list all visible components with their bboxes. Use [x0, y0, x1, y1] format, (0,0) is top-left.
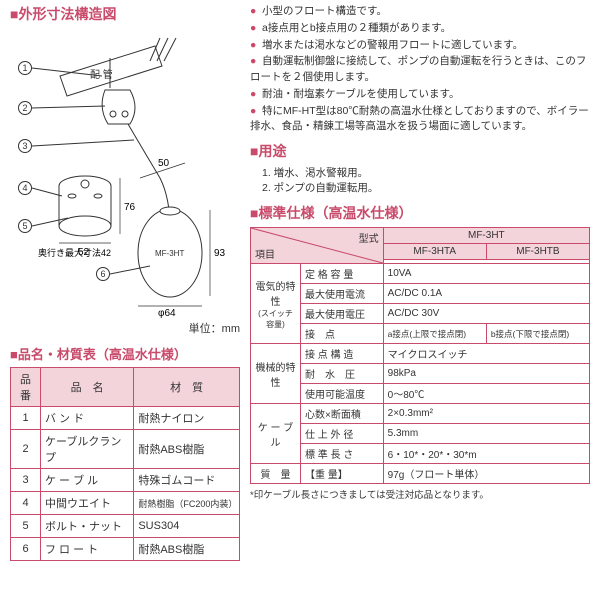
unit-label: 単位：mm	[10, 320, 240, 336]
material-title: 品名・材質表（高温水仕様）	[10, 344, 240, 363]
dim-93: 93	[214, 248, 226, 259]
table-row: 5ボルト・ナットSUS304	[11, 515, 240, 538]
model-b: MF-3HTB	[486, 244, 589, 260]
material-table: 品番 品 名 材 質 1バ ン ド耐熱ナイロン 2ケーブルクランプ耐熱ABS樹脂…	[10, 367, 240, 561]
feature-item: a接点用とb接点用の２種類があります。	[262, 22, 451, 34]
callout-5: 5	[18, 219, 32, 233]
usage-item: 1. 増水、渇水警報用。	[250, 165, 590, 180]
feature-item: 増水または渇水などの警報用フロートに適しています。	[262, 39, 523, 51]
callout-2: 2	[18, 101, 32, 115]
table-row: 4中間ウエイト耐熱樹脂（FC200内装）	[11, 492, 240, 515]
features-list: ●小型のフロート構造です。 ●a接点用とb接点用の２種類があります。 ●増水また…	[250, 4, 590, 135]
table-row: 1バ ン ド耐熱ナイロン	[11, 407, 240, 430]
spec-table: 型式 項目 MF-3HT MF-3HTA MF-3HTB 電気的特性(スイッチ容…	[250, 227, 590, 484]
header-item: 項目	[255, 246, 275, 261]
cat-electrical: 電気的特性(スイッチ容量)	[251, 264, 301, 344]
dim-76: 76	[124, 202, 136, 213]
callout-3: 3	[18, 139, 32, 153]
table-row: 6フ ロ ー ト耐熱ABS樹脂	[11, 538, 240, 561]
cat-cable: ケ ー ブ ル	[251, 404, 301, 464]
table-row: 2ケーブルクランプ耐熱ABS樹脂	[11, 430, 240, 469]
dim-float-label: MF-3HT	[155, 249, 184, 258]
model-a: MF-3HTA	[383, 244, 486, 260]
dim-depth: 奥行き最大寸法42	[38, 247, 111, 258]
usage-title: 用途	[250, 141, 590, 161]
callout-1: 1	[18, 61, 32, 75]
spec-title: 標準仕様（高温水仕様）	[250, 203, 590, 223]
callout-4: 4	[18, 181, 32, 195]
cat-mechanical: 機械的特性	[251, 344, 301, 404]
dim-phi64: φ64	[158, 308, 176, 318]
feature-item: 自動運転制御盤に接続して、ポンプの自動運転を行うときは、このフロートを２個使用し…	[250, 55, 586, 83]
col-num: 品番	[11, 368, 41, 407]
header-model: 型式	[359, 230, 379, 245]
col-name: 品 名	[41, 368, 134, 407]
feature-item: 耐油・耐塩素ケーブルを使用しています。	[262, 88, 460, 100]
table-header-row: 品番 品 名 材 質	[11, 368, 240, 407]
col-material: 材 質	[134, 368, 240, 407]
feature-item: 小型のフロート構造です。	[262, 5, 387, 17]
callout-6: 6	[96, 267, 110, 281]
dimension-diagram: 配 管	[10, 28, 240, 318]
feature-item: 特にMF-HT型は80℃耐熱の高温水仕様としておりますので、ボイラー排水、食品・…	[250, 105, 589, 133]
dim-50: 50	[158, 158, 170, 169]
table-row: 3ケ ー ブ ル特殊ゴムコード	[11, 469, 240, 492]
model-top: MF-3HT	[383, 228, 589, 244]
cat-mass: 質 量	[251, 464, 301, 484]
spec-footnote: *印ケーブル長さにつきましては受注対応品となります。	[250, 487, 590, 501]
usage-item: 2. ポンプの自動運転用。	[250, 180, 590, 195]
dim-pipe-label: 配 管	[90, 68, 113, 81]
row-contact: 接 点	[301, 324, 384, 344]
diagram-title: 外形寸法構造図	[10, 4, 240, 24]
